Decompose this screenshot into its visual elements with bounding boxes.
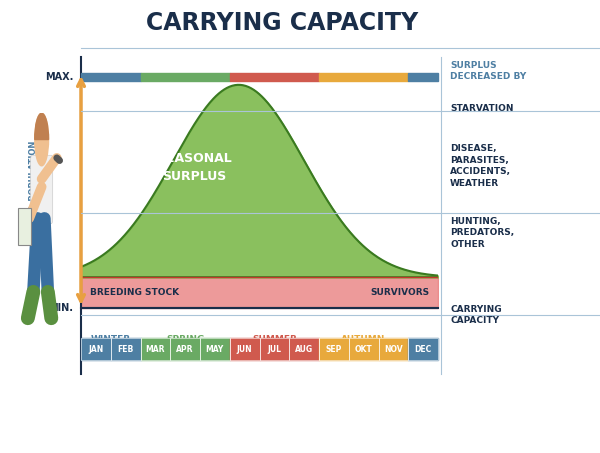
Text: FEB: FEB: [118, 345, 134, 353]
Text: WINTER: WINTER: [91, 335, 131, 344]
Bar: [289, 338, 319, 360]
Bar: [349, 338, 379, 360]
Bar: [319, 338, 349, 360]
Bar: [200, 338, 230, 360]
Bar: [408, 338, 438, 360]
Text: CARRYING CAPACITY: CARRYING CAPACITY: [146, 11, 418, 35]
Text: MAX.: MAX.: [45, 72, 74, 82]
Bar: [349, 338, 379, 360]
Text: DEC: DEC: [415, 345, 432, 353]
Bar: [200, 338, 230, 360]
Bar: [140, 73, 230, 81]
Bar: [230, 73, 319, 81]
Text: MIN.: MIN.: [49, 303, 74, 313]
Bar: [379, 338, 408, 360]
Text: JUN: JUN: [237, 345, 253, 353]
Text: CARRYING
CAPACITY: CARRYING CAPACITY: [450, 305, 502, 325]
Text: APR: APR: [176, 345, 194, 353]
Bar: [230, 338, 260, 360]
Bar: [140, 338, 170, 360]
Bar: [408, 338, 438, 360]
Bar: [319, 338, 349, 360]
Bar: [111, 338, 140, 360]
Bar: [379, 338, 408, 360]
Text: BREEDING STOCK: BREEDING STOCK: [90, 288, 179, 297]
Bar: [408, 73, 438, 81]
Text: SUMMER: SUMMER: [252, 335, 297, 344]
Bar: [81, 338, 111, 360]
Bar: [260, 338, 289, 360]
Text: STARVATION: STARVATION: [450, 105, 514, 113]
Text: OKT: OKT: [355, 345, 373, 353]
Text: HUNTING,
PREDATORS,
OTHER: HUNTING, PREDATORS, OTHER: [450, 217, 514, 249]
Bar: [81, 338, 111, 360]
Wedge shape: [35, 113, 49, 140]
Bar: [140, 338, 170, 360]
Bar: [230, 338, 260, 360]
Text: SEASONAL
SURPLUS: SEASONAL SURPLUS: [157, 151, 232, 183]
Bar: [319, 73, 408, 81]
Bar: [170, 338, 200, 360]
Bar: [111, 338, 140, 360]
Text: MAR: MAR: [146, 345, 165, 353]
Text: AUG: AUG: [295, 345, 313, 353]
Circle shape: [35, 113, 49, 166]
Bar: [81, 73, 140, 81]
Bar: [289, 338, 319, 360]
Text: SURVIVORS: SURVIVORS: [370, 288, 429, 297]
Text: AUTUMN: AUTUMN: [341, 335, 386, 344]
Bar: [170, 338, 200, 360]
Text: JAN: JAN: [88, 345, 104, 353]
Text: ANIMAL POPULATION: ANIMAL POPULATION: [29, 141, 38, 240]
Text: SEP: SEP: [326, 345, 342, 353]
FancyBboxPatch shape: [31, 155, 53, 224]
Bar: [260, 338, 289, 360]
Text: DISEASE,
PARASITES,
ACCIDENTS,
WEATHER: DISEASE, PARASITES, ACCIDENTS, WEATHER: [450, 145, 511, 188]
Text: MAY: MAY: [206, 345, 224, 353]
Text: NOV: NOV: [384, 345, 403, 353]
Text: SURPLUS
DECREASED BY: SURPLUS DECREASED BY: [450, 61, 526, 81]
Text: JUL: JUL: [268, 345, 281, 353]
Bar: [18, 208, 31, 245]
Text: SPRING: SPRING: [166, 335, 205, 344]
